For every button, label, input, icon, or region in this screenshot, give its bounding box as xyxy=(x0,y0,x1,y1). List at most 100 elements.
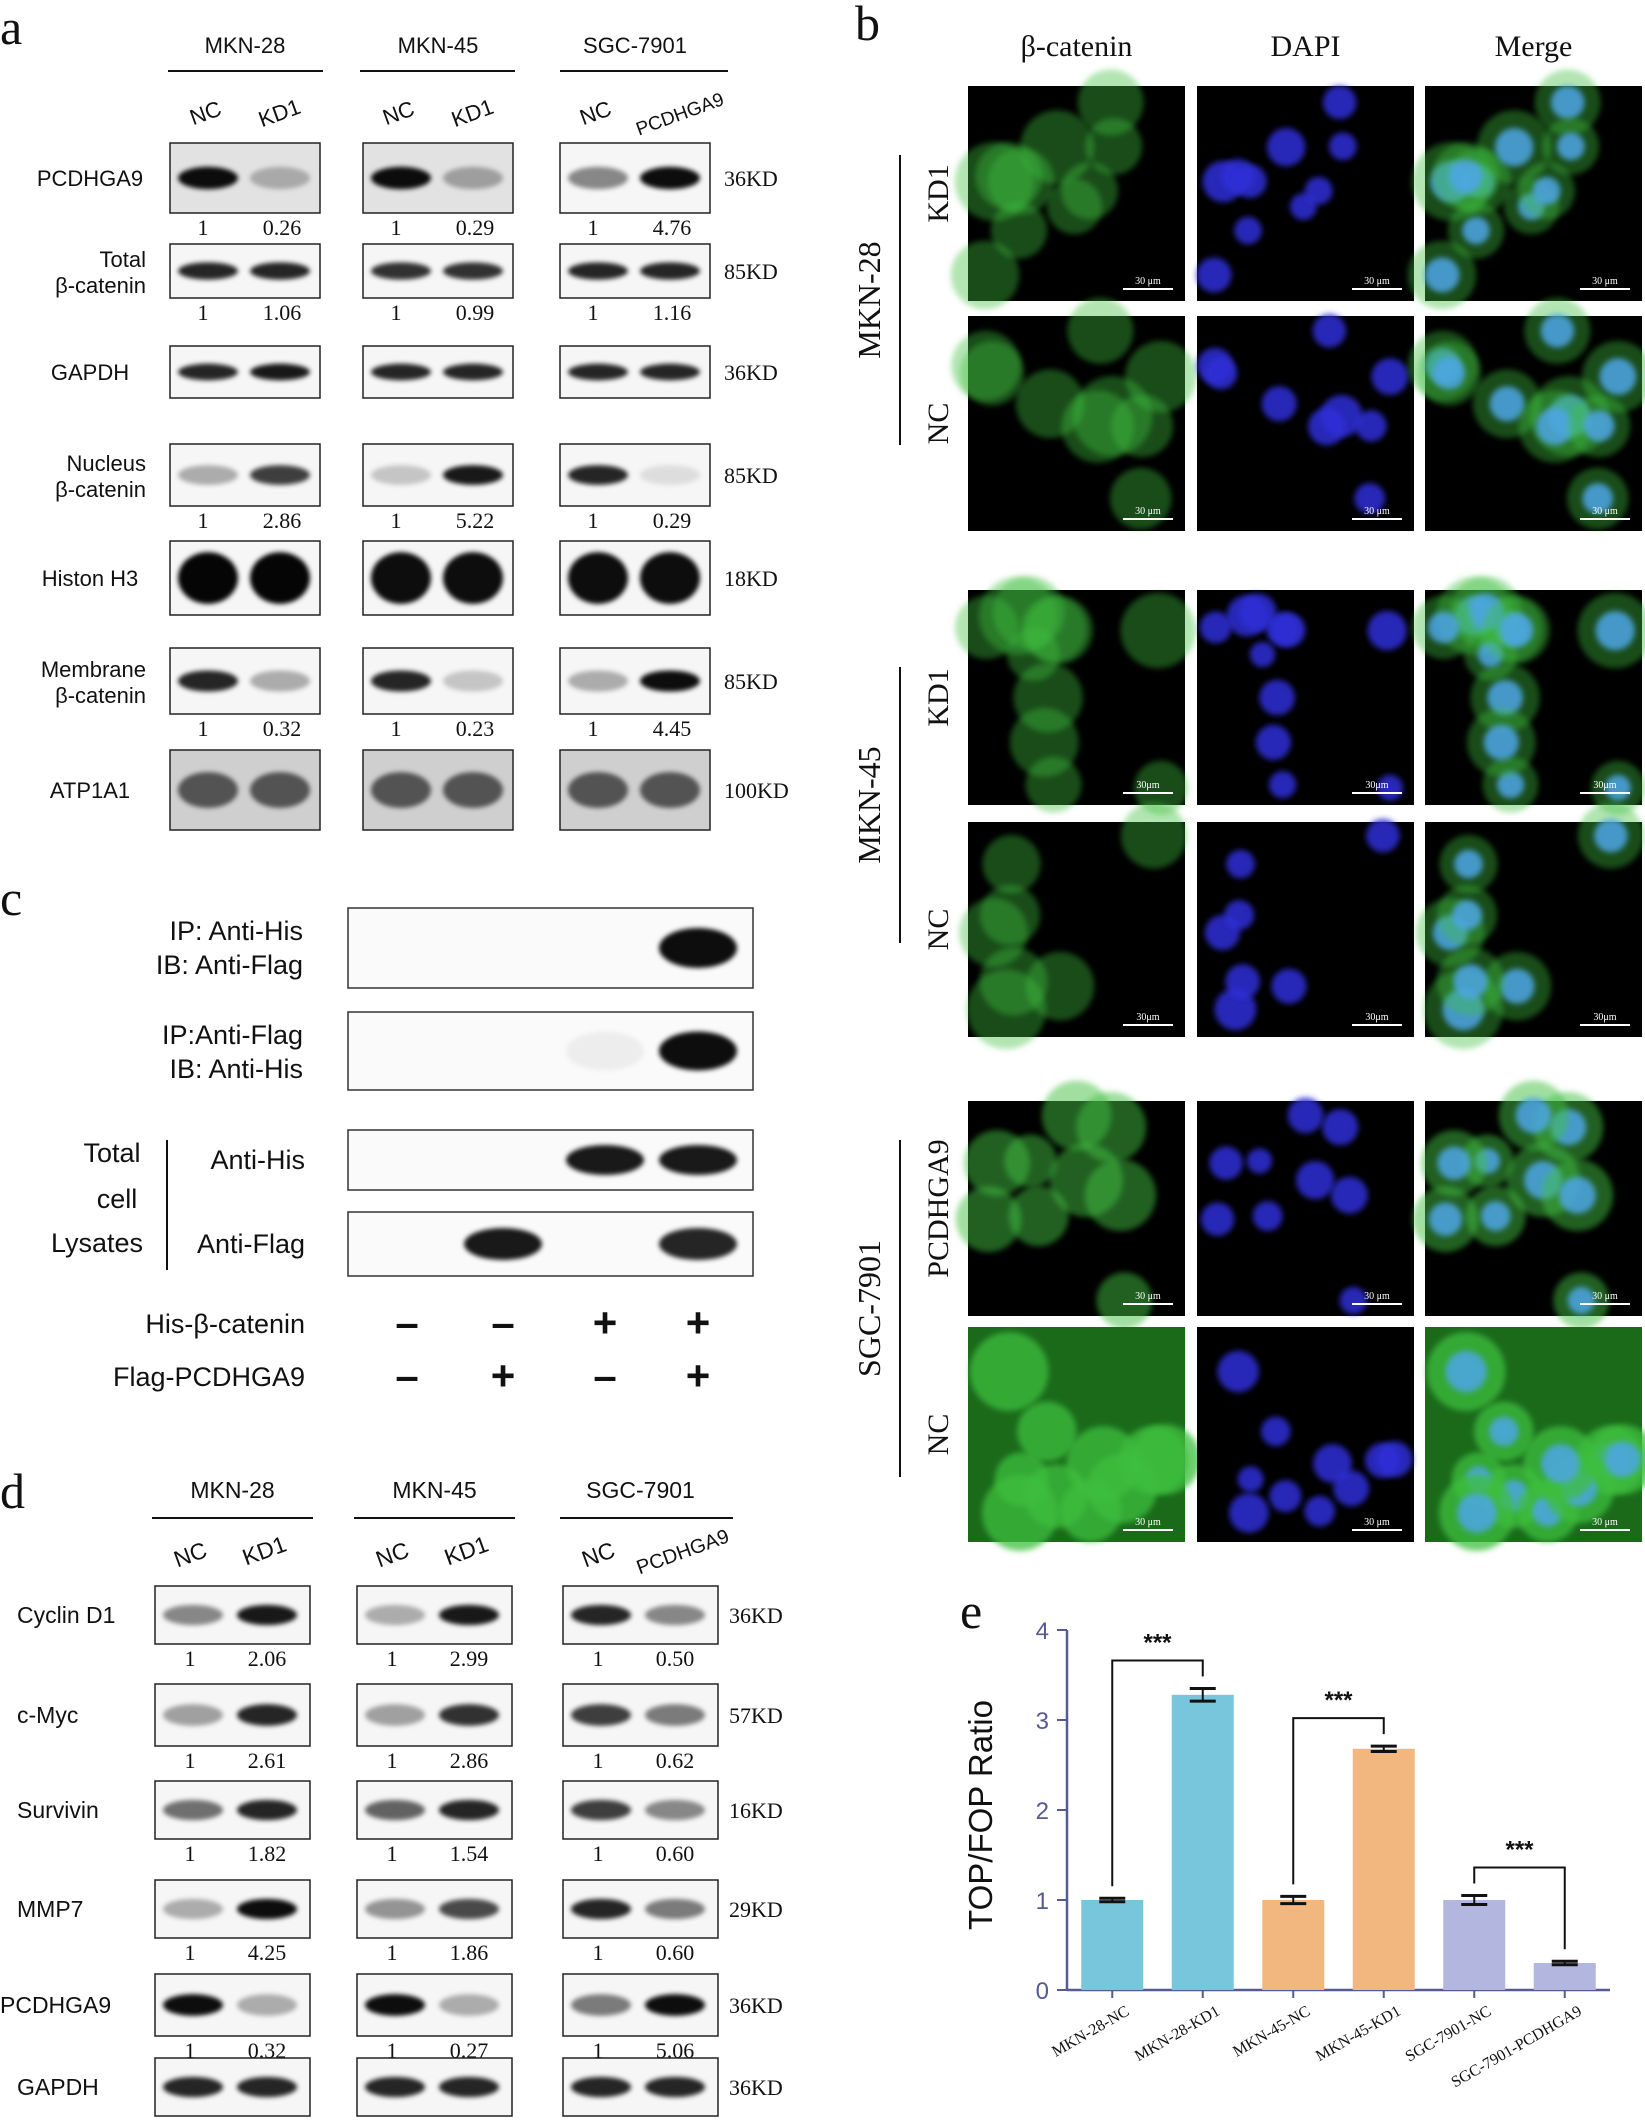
quant-value: 1.16 xyxy=(653,300,692,325)
nucleus-stain xyxy=(1271,612,1306,648)
panel-letter-c: c xyxy=(0,870,22,926)
blot-band xyxy=(571,1604,631,1626)
significance-label: *** xyxy=(1505,1837,1534,1864)
row-label: β-catenin xyxy=(55,683,146,708)
scale-bar-label: 30 μm xyxy=(1135,1291,1161,1302)
nucleus-stain xyxy=(1532,176,1561,205)
nucleus-stain xyxy=(1354,483,1386,514)
scale-bar-label: 30 μm xyxy=(1592,276,1618,287)
kd-label: 36KD xyxy=(729,1993,783,2018)
blot-band xyxy=(645,1704,705,1726)
scale-bar-label: 30 μm xyxy=(1135,276,1161,287)
nucleus-stain xyxy=(1308,407,1346,446)
kd-label: 36KD xyxy=(724,166,778,191)
cell-stain xyxy=(955,595,1019,659)
y-tick-label: 2 xyxy=(1036,1798,1049,1825)
row-label: Anti-His xyxy=(210,1145,305,1175)
blot-band xyxy=(443,166,503,190)
kd-label: 36KD xyxy=(724,360,778,385)
blot-band xyxy=(571,1799,631,1821)
blot-band xyxy=(568,166,628,190)
nucleus-stain xyxy=(1454,849,1483,879)
cell-stain xyxy=(1085,117,1143,175)
quant-value: 1.54 xyxy=(450,1841,489,1866)
cell-stain xyxy=(1016,1401,1077,1462)
group-label: SGC-7901 xyxy=(583,33,687,58)
scale-bar-label: 30μm xyxy=(1593,780,1616,791)
scale-bar-label: 30 μm xyxy=(1364,1291,1390,1302)
quant-value: 1 xyxy=(593,1646,604,1671)
nucleus-stain xyxy=(1536,407,1574,446)
significance-bracket xyxy=(1292,1717,1385,1885)
row-label: NC xyxy=(922,1414,955,1456)
blot-band xyxy=(640,552,700,604)
quant-value: 1 xyxy=(391,300,402,325)
nucleus-stain xyxy=(1489,386,1525,422)
cell-stain xyxy=(1133,760,1188,815)
row-label: β-catenin xyxy=(55,477,146,502)
blot-band xyxy=(163,1799,223,1821)
nucleus-stain xyxy=(1261,1416,1291,1447)
row-label: c-Myc xyxy=(17,1702,78,1728)
nucleus-stain xyxy=(1445,1350,1487,1393)
blot-band xyxy=(163,1898,223,1920)
blot-band xyxy=(250,166,310,190)
significance-label: *** xyxy=(1143,1630,1172,1657)
nucleus-stain xyxy=(1604,774,1631,801)
quant-value: 1 xyxy=(387,2038,398,2063)
kd-label: 36KD xyxy=(729,1603,783,1628)
row-label: IB: Anti-Flag xyxy=(156,950,303,980)
lane-label: NC xyxy=(576,96,615,130)
bar xyxy=(1443,1900,1506,1990)
scale-bar-label: 30μm xyxy=(1593,1012,1616,1023)
blot-band xyxy=(659,1145,737,1175)
quant-value: 0.32 xyxy=(263,716,302,741)
panel-letter-a: a xyxy=(0,0,22,55)
nucleus-stain xyxy=(1199,611,1232,644)
quant-value: 0.23 xyxy=(456,716,495,741)
cell-stain xyxy=(980,885,1041,946)
condition-label: His-β-catenin xyxy=(145,1309,305,1339)
blot-band xyxy=(371,552,431,604)
quant-value: 4.76 xyxy=(653,215,692,240)
cell-stain xyxy=(1120,592,1196,669)
cell-stain xyxy=(981,1474,1058,1551)
bar xyxy=(1081,1900,1144,1990)
x-tick-label: SGC-7901-NC xyxy=(1403,2003,1495,2066)
blot-band xyxy=(571,1994,631,2016)
cell-stain xyxy=(1025,596,1094,664)
significance-bracket xyxy=(1111,1659,1204,1887)
nucleus-stain xyxy=(1234,216,1262,245)
cell-stain xyxy=(964,1130,1030,1196)
nucleus-stain xyxy=(1499,612,1534,648)
cell-stain xyxy=(955,1186,1022,1253)
quant-value: 1 xyxy=(387,1748,398,1773)
nucleus-stain xyxy=(1558,1176,1596,1214)
blot-band xyxy=(371,363,431,381)
quant-value: 1.06 xyxy=(263,300,302,325)
quant-value: 2.86 xyxy=(450,1748,489,1773)
row-label: MMP7 xyxy=(17,1896,83,1922)
blot-band xyxy=(659,1228,737,1260)
blot-band xyxy=(439,1604,499,1626)
cell-stain xyxy=(1120,802,1187,869)
nucleus-stain xyxy=(1249,641,1276,668)
scale-bar-label: 30 μm xyxy=(1592,1517,1618,1528)
cell-stain xyxy=(1130,1424,1201,1495)
quant-value: 1 xyxy=(198,716,209,741)
nucleus-stain xyxy=(1556,132,1585,161)
nucleus-stain xyxy=(1487,679,1523,716)
scale-bar-label: 30 μm xyxy=(1135,506,1161,517)
column-header: DAPI xyxy=(1270,30,1340,63)
x-tick-label: MKN-45-KD1 xyxy=(1313,2003,1404,2065)
lane-label: PCDHGA9 xyxy=(633,89,727,140)
nucleus-stain xyxy=(1322,85,1357,120)
nucleus-stain xyxy=(1489,1416,1519,1447)
quant-value: 2.86 xyxy=(263,508,302,533)
cell-stain xyxy=(1041,1080,1112,1151)
nucleus-stain xyxy=(1594,818,1628,853)
blot-band xyxy=(163,1604,223,1626)
blot-band xyxy=(237,1604,297,1626)
kd-label: 36KD xyxy=(729,2075,783,2100)
condition-sign: – xyxy=(491,1299,514,1346)
